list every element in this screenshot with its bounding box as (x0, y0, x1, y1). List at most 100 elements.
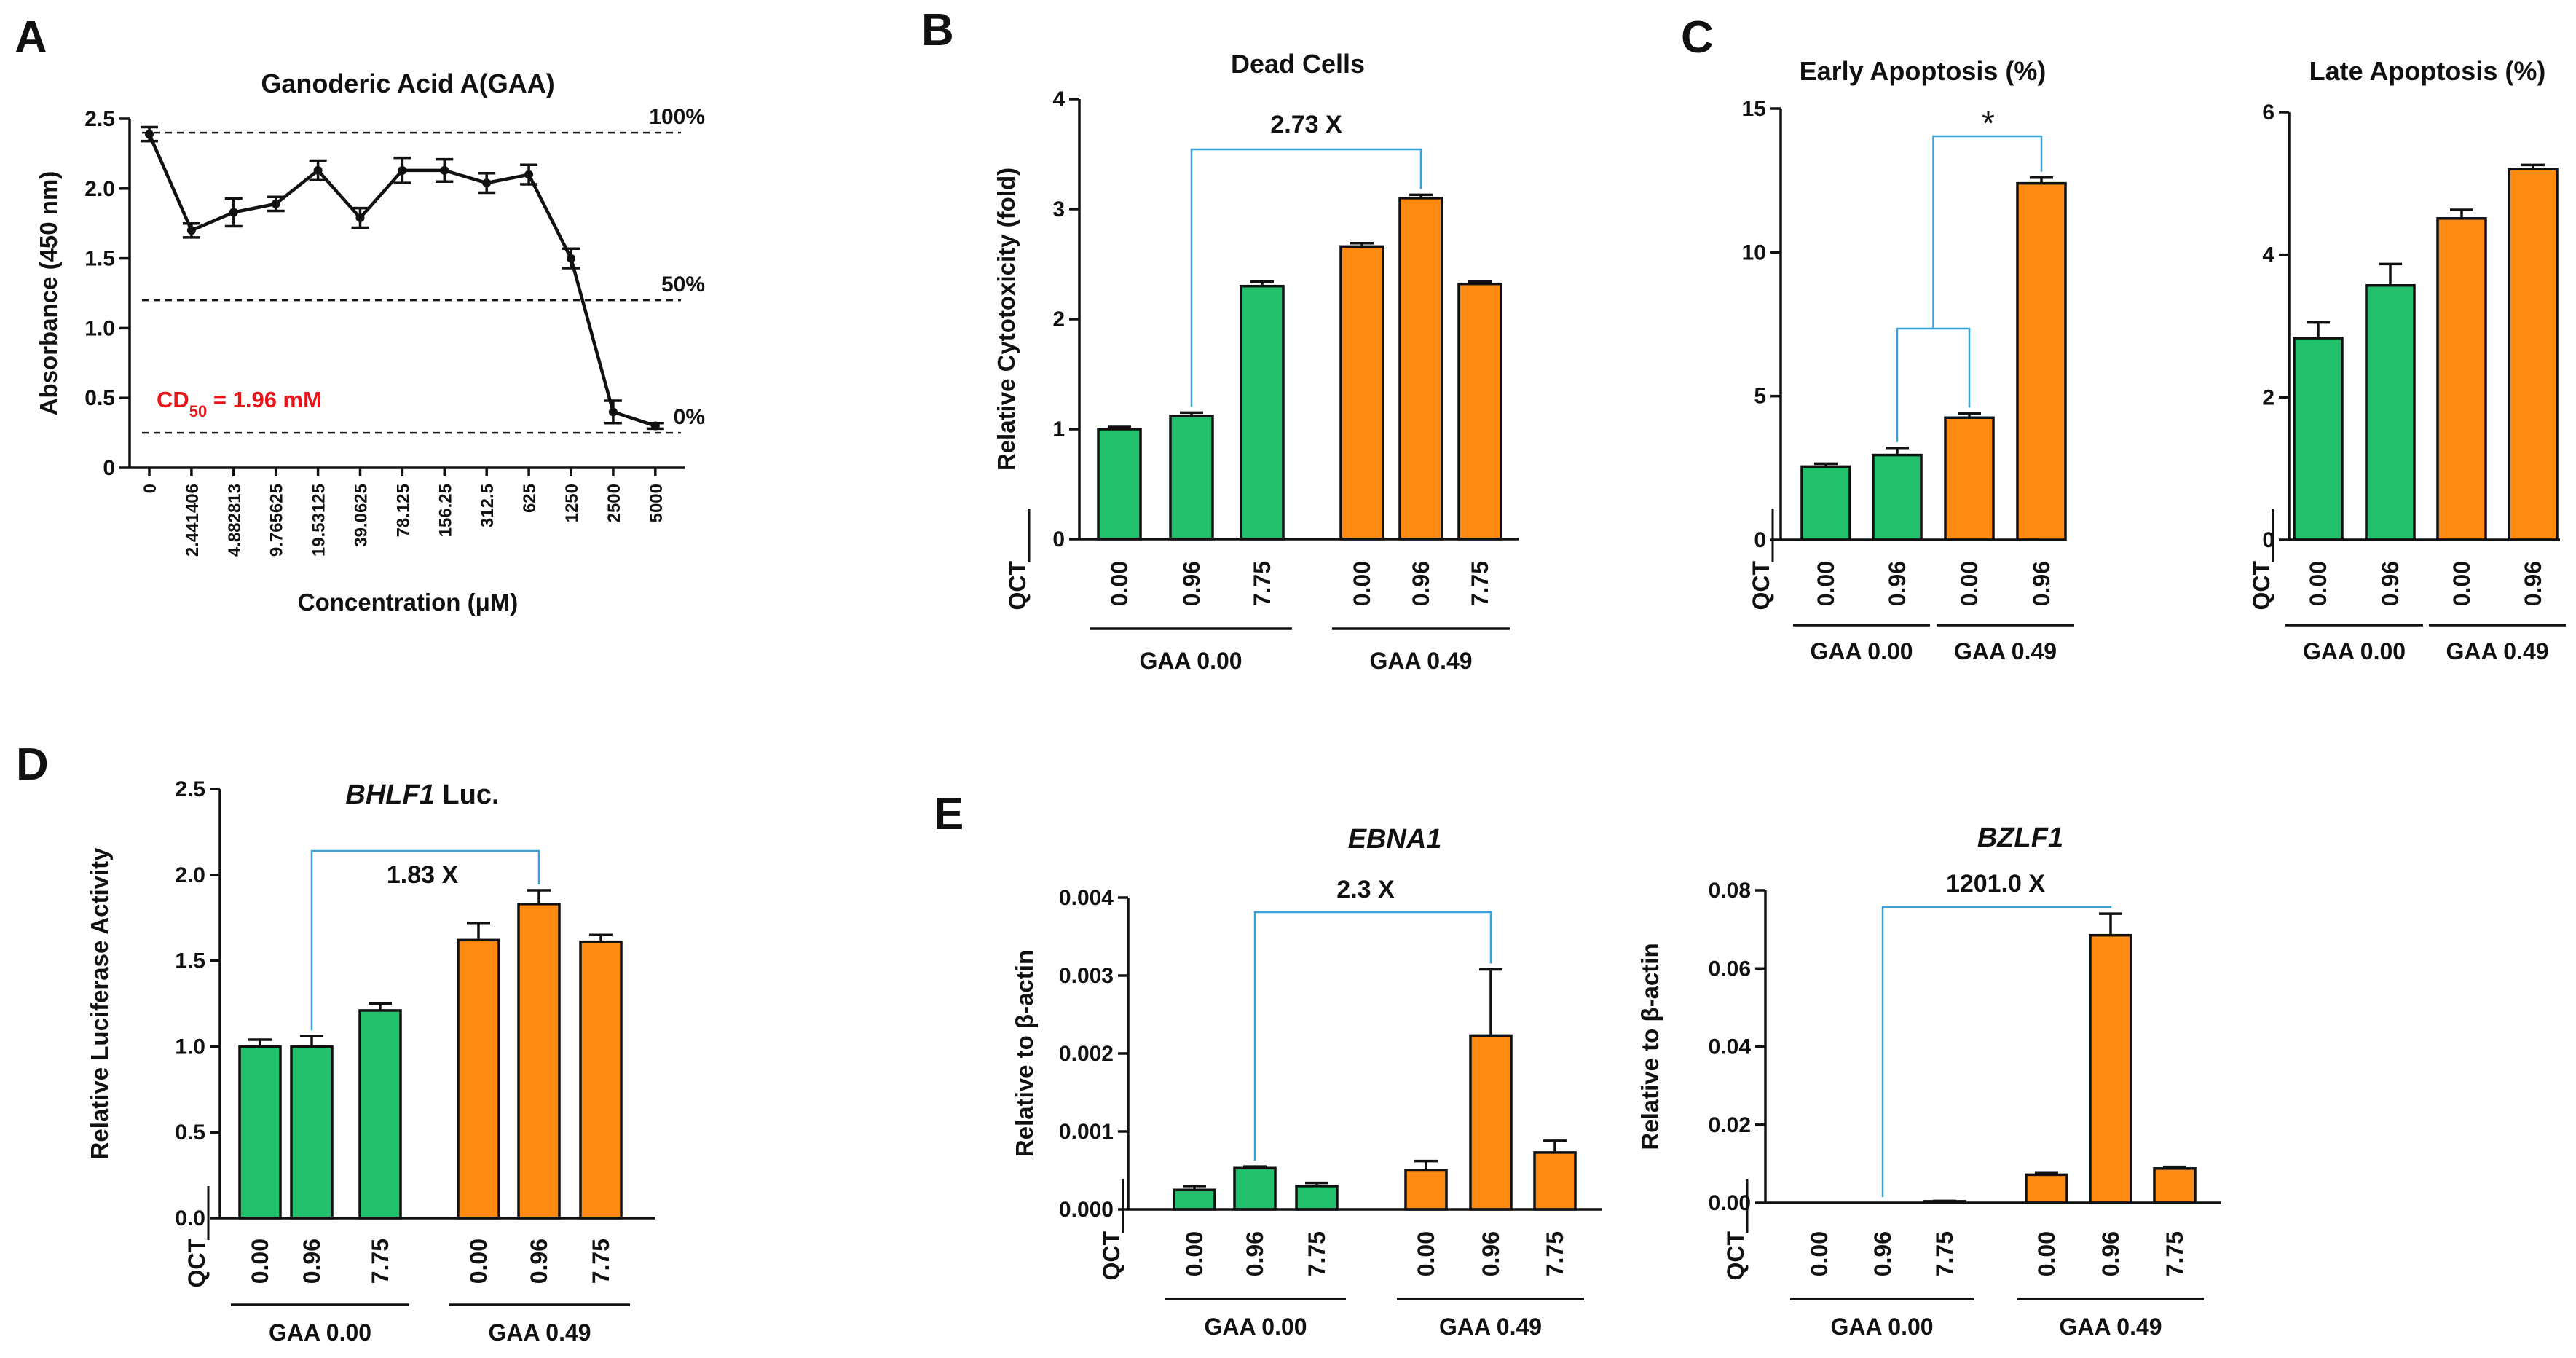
panel-c2-bar (2436, 217, 2487, 541)
panel-b-qct-label: QCT (1004, 561, 1031, 611)
panel-e-x-tick-label: 7.75 (1542, 1231, 1568, 1276)
panel-e-y-tick-label: 0.004 (1059, 886, 1114, 910)
panel-e2-x-tick-label: 0.00 (1806, 1231, 1832, 1276)
panel-c2-group-label: GAA 0.00 (2303, 638, 2406, 664)
panel-a-cd50-label: CD50 = 1.96 mM (157, 387, 322, 420)
panel-a-data-point (567, 254, 575, 263)
panel-label-c: C (1681, 12, 1714, 63)
panel-e-qct-label: QCT (1098, 1231, 1124, 1281)
panel-d-y-tick-label: 1.5 (175, 949, 205, 973)
panel-a-y-axis-label: Absorbance (450 nm) (35, 171, 62, 416)
panel-c-x-tick-label: 0.96 (2028, 561, 2055, 606)
panel-e-bar (1469, 1034, 1513, 1211)
panel-c2-x-tick-label: 0.00 (2305, 561, 2331, 606)
panel-b-bar (1457, 282, 1502, 541)
panel-d-bar (457, 938, 500, 1220)
panel-c-y-tick-label: 0 (1754, 528, 1766, 552)
panel-a-x-tick-label: 9.765625 (267, 484, 287, 557)
panel-b-x-tick-label: 0.96 (1178, 561, 1205, 606)
panel-a-y-tick-label: 1.5 (84, 247, 115, 271)
panel-a-data-point (608, 407, 618, 417)
panel-c-title: Early Apoptosis (%) (1800, 56, 2047, 86)
panel-c2-group-label: GAA 0.49 (2446, 638, 2548, 664)
panel-e-y-tick-label: 0.003 (1059, 964, 1114, 988)
panel-e2-x-tick-label: 0.00 (2033, 1231, 2060, 1276)
panel-e-title-gene: EBNA1 (1348, 824, 1442, 855)
panel-d-bar (358, 1009, 402, 1220)
panel-d-bar (579, 940, 623, 1220)
panel-a-x-tick-label: 312.5 (478, 484, 497, 527)
panel-e-title: EBNA1 (1348, 824, 1442, 855)
panel-c-outer-bracket (1932, 135, 2043, 329)
panel-a-x-axis-label: Concentration (μM) (298, 589, 519, 616)
panel-d-y-tick-label: 0.5 (175, 1120, 205, 1145)
panel-a-x-tick-label: 1250 (562, 484, 582, 522)
panel-e-y-tick-label: 0.000 (1059, 1198, 1114, 1222)
panel-e-y-axis-label: Relative to β-actin (1011, 950, 1038, 1157)
panel-b-x-tick-label: 0.00 (1349, 561, 1375, 606)
panel-d-x-tick-label: 7.75 (367, 1239, 393, 1284)
panel-c-x-tick-label: 0.00 (1956, 561, 1982, 606)
panel-label-b: B (921, 5, 954, 55)
panel-e2-fold-change-label: 1201.0 X (1946, 870, 2045, 898)
panel-c-bar (1800, 465, 1851, 541)
panel-d-chart: BHLF1 Luc. 0.0 0.5 1.0 1.5 2.0 2.5 Relative Luc… (86, 777, 655, 1346)
panel-a-data-point (313, 165, 323, 175)
panel-c2-y-tick-label: 6 (2262, 101, 2274, 125)
panel-e-x-tick-label: 0.96 (1242, 1231, 1268, 1276)
panel-d-y-tick-label: 2.5 (175, 777, 205, 801)
panel-a-data-point (524, 170, 534, 179)
panel-a-x-tick-label: 625 (520, 484, 540, 513)
panel-e2-title: BZLF1 (1977, 823, 2063, 853)
panel-a-data-point (398, 165, 407, 175)
panel-c-group-label: GAA 0.49 (1954, 638, 2057, 664)
panel-e-x-tick-label: 0.00 (1181, 1231, 1208, 1276)
panel-c2-x-tick-label: 0.96 (2520, 561, 2546, 606)
panel-e2-y-tick-label: 0.06 (1709, 957, 1751, 981)
panel-e2-comparison-bracket (1881, 906, 2112, 1197)
panel-a-y-tick-label: 2.0 (84, 177, 115, 201)
panel-e2-x-tick-label: 0.96 (2098, 1231, 2124, 1276)
panel-e-x-tick-label: 0.96 (1478, 1231, 1504, 1276)
panel-c2-y-tick-label: 0 (2262, 528, 2274, 552)
panel-d-y-tick-label: 0.0 (175, 1206, 205, 1231)
panel-c-qct-label: QCT (1748, 561, 1774, 611)
panel-c-significance-star: * (1982, 104, 1995, 142)
panel-label-e: E (934, 789, 964, 839)
panel-e2-y-tick-label: 0.00 (1709, 1191, 1751, 1215)
panel-e-y-tick-label: 0.001 (1059, 1120, 1114, 1144)
panel-b-x-tick-label: 0.96 (1408, 561, 1434, 606)
panel-label-d: D (16, 739, 49, 790)
panel-a-x-tick-label: 4.882813 (225, 484, 245, 557)
panel-c2-y-tick-label: 4 (2262, 243, 2274, 267)
panel-c2-title: Late Apoptosis (%) (2309, 56, 2546, 86)
panel-b-comparison-bracket (1190, 148, 1422, 407)
panel-a-cd50-suffix: = 1.96 mM (207, 387, 322, 412)
panel-b-group-label: GAA 0.00 (1139, 648, 1242, 674)
panel-e2-y-tick-label: 0.08 (1709, 879, 1751, 903)
panel-a-y-tick-label: 0 (103, 456, 115, 480)
panel-b-x-tick-label: 7.75 (1249, 561, 1275, 606)
panel-c-bar (1944, 416, 1995, 541)
panel-e-x-tick-label: 7.75 (1304, 1231, 1330, 1276)
panel-d-group-label: GAA 0.00 (269, 1319, 371, 1346)
panel-e-bar (1533, 1151, 1577, 1211)
panel-b-bar (1398, 197, 1443, 541)
panel-d-x-tick-label: 0.96 (299, 1239, 325, 1284)
panel-e-y-tick-label: 0.002 (1059, 1042, 1114, 1066)
panel-c-bar (2016, 181, 2067, 541)
panel-e2-y-tick-label: 0.02 (1709, 1113, 1751, 1137)
panel-d-x-tick-label: 7.75 (588, 1239, 614, 1284)
panel-d-y-axis-label: Relative Luciferase Activity (86, 847, 113, 1160)
panel-b-y-tick-label: 1 (1052, 417, 1065, 441)
panel-e-bar (1173, 1188, 1216, 1211)
panel-label-a: A (15, 12, 47, 63)
panel-b-title: Dead Cells (1231, 49, 1365, 79)
panel-a-data-point (186, 226, 196, 235)
panel-e-bar (1233, 1166, 1277, 1211)
panel-a-x-tick-label: 156.25 (436, 484, 455, 537)
panel-d-x-tick-label: 0.00 (465, 1239, 492, 1284)
panel-a-y-tick-label: 2.5 (84, 107, 115, 131)
panel-c2-chart: Late Apoptosis (%) 0 2 4 6 0.00 0.96 0.00 0.96 QC… (2248, 56, 2566, 664)
panel-a-x-tick-label: 78.125 (393, 484, 413, 537)
